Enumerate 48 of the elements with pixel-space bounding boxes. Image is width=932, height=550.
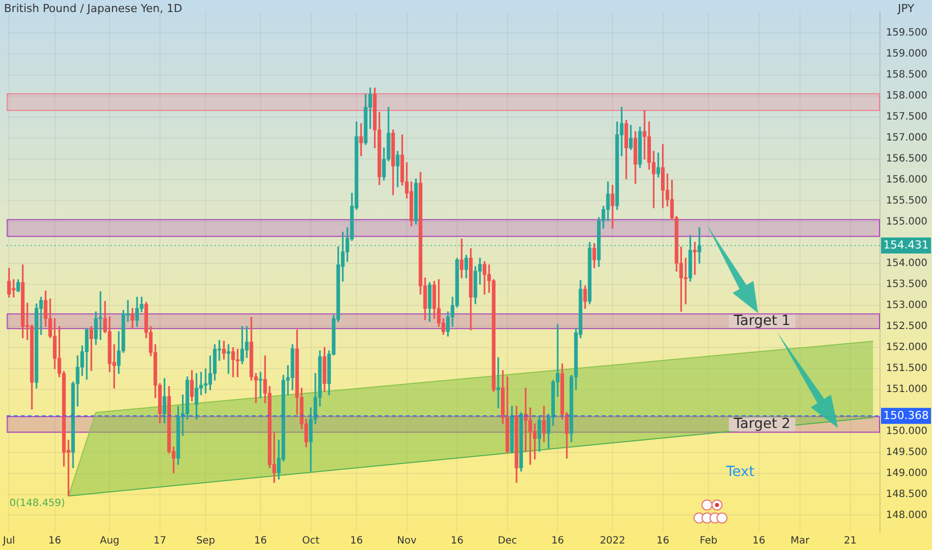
y-tick-label: 158.500 <box>886 69 928 80</box>
y-tick-label: 148.500 <box>886 488 928 500</box>
band-label: Target 1 <box>732 312 790 329</box>
x-tick-label: Feb <box>700 536 718 547</box>
y-tick-label: 154.000 <box>886 258 928 270</box>
x-tick-label: 16 <box>254 536 267 547</box>
y-tick-label: 157.500 <box>886 111 928 122</box>
y-tick-label: 153.000 <box>886 300 928 312</box>
chart-title: British Pound / Japanese Yen, 1D <box>4 2 182 15</box>
y-tick-label: 152.500 <box>886 321 928 332</box>
y-tick-label: 150.000 <box>886 426 928 437</box>
x-tick-label: 16 <box>48 536 62 547</box>
x-tick-label: 21 <box>844 536 857 547</box>
annotation: 0(148.459) <box>10 498 66 509</box>
x-tick-label: Oct <box>302 536 320 547</box>
x-tick-label: Nov <box>397 536 417 547</box>
y-tick-label: 152.000 <box>886 342 928 354</box>
y-tick-label: 151.500 <box>886 363 928 374</box>
x-tick-label: Aug <box>100 536 120 547</box>
annotation: Text <box>725 464 755 480</box>
y-tick-label: 156.500 <box>886 153 928 164</box>
y-tick-label: 159.000 <box>886 48 928 60</box>
y-tick-label: 157.000 <box>886 132 928 144</box>
y-tick-label: 153.500 <box>886 279 928 290</box>
x-tick-label: Mar <box>790 536 810 547</box>
x-tick-label: 16 <box>350 536 363 547</box>
y-tick-label: 155.500 <box>886 195 928 206</box>
y-tick-label: 148.000 <box>886 510 928 521</box>
x-tick-label: Sep <box>196 536 216 547</box>
y-tick-label: 159.500 <box>886 28 928 39</box>
y-tick-label: 158.000 <box>886 90 928 102</box>
x-tick-label: 2022 <box>600 536 626 547</box>
y-tick-label: 149.500 <box>886 446 928 458</box>
band-label: Target 2 <box>732 416 790 432</box>
y-tick-label: 151.000 <box>886 384 928 396</box>
y-tick-label: 156.000 <box>886 174 928 186</box>
x-tick-label: 16 <box>450 536 464 547</box>
x-tick-label: Jul <box>2 536 16 547</box>
ref-line-label: 154.431 <box>883 238 929 252</box>
x-tick-label: 16 <box>551 536 564 547</box>
x-tick-label: 16 <box>752 536 766 547</box>
x-tick-label: 17 <box>154 536 166 547</box>
ref-line-label: 150.368 <box>883 408 929 422</box>
x-tick-label: 16 <box>656 536 670 547</box>
y-tick-label: 155.000 <box>886 216 928 228</box>
y-tick-label: 149.000 <box>886 468 928 479</box>
x-tick-label: Dec <box>498 536 518 547</box>
y-axis-title: JPY <box>896 2 914 15</box>
